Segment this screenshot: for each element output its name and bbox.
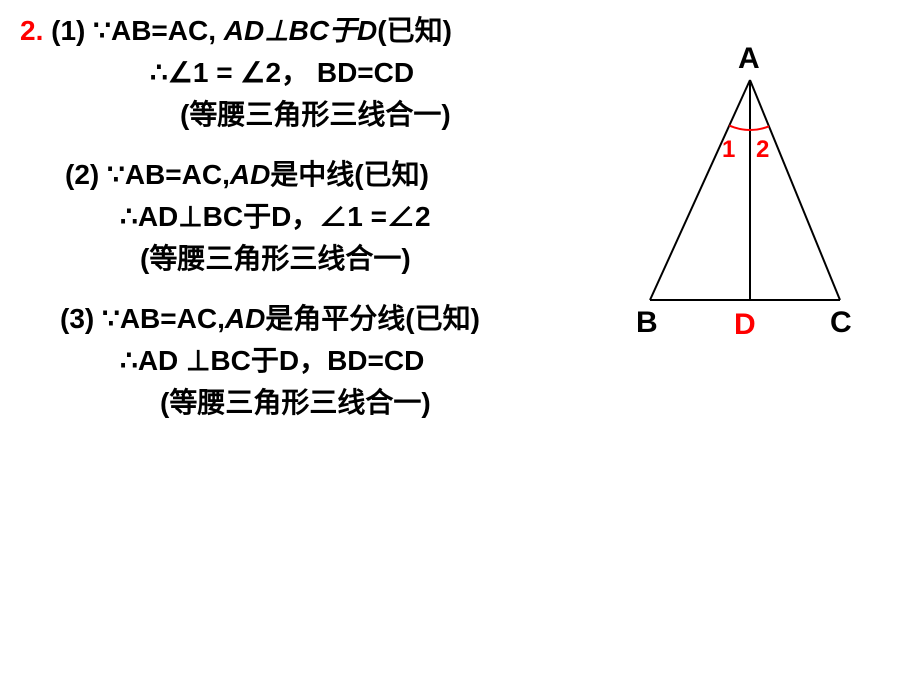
p2-reason: (等腰三角形三线合一) (20, 238, 640, 280)
p3-given: ∵AB=AC, (102, 303, 225, 334)
problem-number: 2. (20, 15, 43, 46)
p2-given: ∵AB=AC, (107, 159, 230, 190)
p1-label: (1) (51, 15, 85, 46)
p2-conclude: ∴AD⊥BC于D，∠1 =∠2 (20, 196, 640, 238)
triangle-diagram: A B C D 1 2 (620, 50, 900, 350)
vertex-a-label: A (738, 42, 760, 76)
p3-given-italic: AD (225, 303, 265, 334)
p2-given-italic: AD (230, 159, 270, 190)
p2-label: (2) (65, 159, 99, 190)
vertex-b-label: B (636, 306, 658, 340)
p1-reason: (等腰三角形三线合一) (20, 94, 640, 136)
part3-given: (3) ∵AB=AC,AD是角平分线(已知) (20, 298, 640, 340)
p1-given: ∵AB=AC, (93, 15, 224, 46)
p1-given-end: (已知) (377, 15, 452, 46)
angle-1-label: 1 (722, 136, 735, 164)
p1-given-italic: AD⊥BC于D (224, 15, 378, 46)
p3-label: (3) (60, 303, 94, 334)
vertex-d-label: D (734, 308, 756, 342)
p2-given-end: 是中线(已知) (270, 159, 429, 190)
triangle-svg (620, 50, 900, 350)
part2-given: (2) ∵AB=AC,AD是中线(已知) (20, 154, 640, 196)
p1-conclude: ∴∠1 = ∠2， BD=CD (20, 52, 640, 94)
p3-conclude: ∴AD ⊥BC于D，BD=CD (20, 340, 640, 382)
p3-given-end: 是角平分线(已知) (265, 303, 480, 334)
proof-text: 2. (1) ∵AB=AC, AD⊥BC于D(已知) ∴∠1 = ∠2， BD=… (20, 10, 640, 424)
angle-2-label: 2 (756, 136, 769, 164)
part1-given: 2. (1) ∵AB=AC, AD⊥BC于D(已知) (20, 10, 640, 52)
vertex-c-label: C (830, 306, 852, 340)
p3-reason: (等腰三角形三线合一) (20, 382, 640, 424)
